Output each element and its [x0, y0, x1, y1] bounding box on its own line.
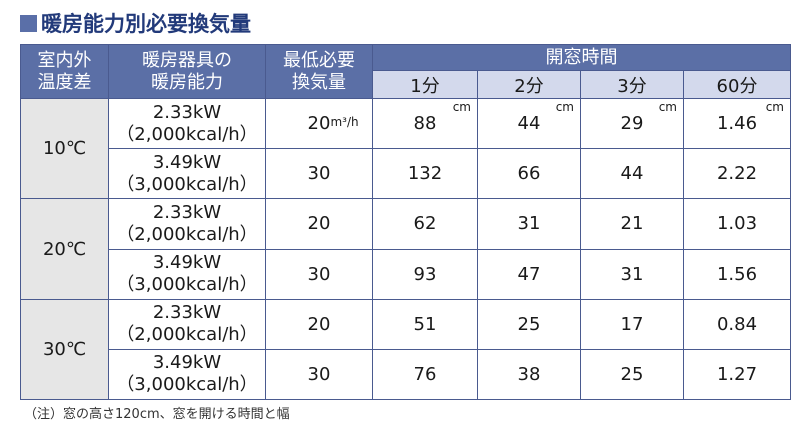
value-cell: 93: [372, 248, 478, 300]
value-cell: 44: [580, 148, 684, 200]
temp-diff-cell: 20℃: [20, 198, 109, 300]
header-heater-capacity-line2: 暖房能力: [151, 71, 223, 93]
value-cell: 25: [477, 298, 581, 350]
value-cell: 2.22: [683, 148, 791, 200]
value-cell: 31: [580, 248, 684, 300]
capacity-cell: 2.33kW （2,000kcal/h）: [108, 98, 266, 150]
vent-cell: 20: [265, 198, 373, 250]
table-row: 3.49kW （3,000kcal/h） 30 76 38 25 1.27: [21, 348, 791, 401]
table-row: 30℃ 2.33kW （2,000kcal/h） 20 51 25 17 0.8…: [20, 298, 791, 401]
capacity-cell: 2.33kW （2,000kcal/h）: [108, 198, 266, 250]
vent-value: 20: [307, 113, 331, 135]
capacity-kw: 2.33kW: [152, 302, 222, 324]
header-duration: 1分: [372, 70, 478, 100]
vent-cell: 30: [265, 148, 373, 200]
value-cell: 76: [372, 348, 478, 401]
table-row: 3.49kW （3,000kcal/h） 30 132 66 44 2.22: [21, 148, 791, 200]
capacity-kcal: （3,000kcal/h）: [116, 274, 258, 296]
value-cell: 1.27: [683, 348, 791, 401]
header-duration: 3分: [580, 70, 684, 100]
value-cell: 17: [580, 298, 684, 350]
capacity-kcal: （3,000kcal/h）: [116, 374, 258, 396]
capacity-kw: 3.49kW: [152, 252, 222, 274]
value-cell: 44 cm: [477, 98, 581, 150]
capacity-cell: 3.49kW （3,000kcal/h）: [108, 148, 266, 200]
title-square-icon: [20, 14, 37, 32]
title-row: 暖房能力別必要換気量: [20, 8, 251, 38]
capacity-kw: 3.49kW: [152, 352, 222, 374]
header-temp-diff-line1: 室内外: [37, 49, 92, 71]
capacity-kcal: （2,000kcal/h）: [116, 123, 258, 145]
table-row: 3.49kW （3,000kcal/h） 30 93 47 31 1.56: [21, 248, 791, 300]
ventilation-table: 室内外 温度差 暖房器具の 暖房能力 最低必要 換気量 開窓時間 1分 2分 3…: [20, 43, 791, 401]
value-cell: 1.03: [683, 198, 791, 250]
length-unit: cm: [658, 100, 677, 115]
temp-diff-cell: 30℃: [20, 298, 109, 401]
table-row: 20℃ 2.33kW （2,000kcal/h） 20 62 31 21 1.0…: [20, 198, 791, 300]
length-unit: cm: [555, 100, 574, 115]
value-text: 88: [413, 113, 437, 135]
header-heater-capacity: 暖房器具の 暖房能力: [108, 43, 266, 100]
header-temp-diff: 室内外 温度差: [20, 43, 109, 100]
length-unit: cm: [452, 100, 471, 115]
value-cell: 62: [372, 198, 478, 250]
value-cell: 1.56: [683, 248, 791, 300]
value-cell: 1.46 cm: [683, 98, 791, 150]
capacity-kcal: （2,000kcal/h）: [116, 324, 258, 346]
value-cell: 21: [580, 198, 684, 250]
vent-cell: 30: [265, 248, 373, 300]
value-cell: 88 cm: [372, 98, 478, 150]
header-temp-diff-line2: 温度差: [37, 71, 92, 93]
value-cell: 29 cm: [580, 98, 684, 150]
vent-cell: 20 m³/h: [265, 98, 373, 150]
vent-cell: 20: [265, 298, 373, 350]
value-cell: 25: [580, 348, 684, 401]
header-min-ventilation-line2: 換気量: [292, 71, 346, 93]
capacity-kcal: （2,000kcal/h）: [116, 223, 258, 245]
table-row: 10℃ 2.33kW （2,000kcal/h） 20 m³/h 88 cm 44 c…: [20, 98, 791, 200]
value-cell: 47: [477, 248, 581, 300]
flow-unit: m³/h: [330, 115, 359, 130]
length-unit: cm: [765, 100, 784, 115]
header-duration: 60分: [683, 70, 791, 100]
value-text: 44: [517, 113, 541, 135]
value-cell: 31: [477, 198, 581, 250]
value-cell: 38: [477, 348, 581, 401]
capacity-cell: 3.49kW （3,000kcal/h）: [108, 248, 266, 300]
capacity-kw: 3.49kW: [152, 151, 222, 173]
header-duration: 2分: [477, 70, 581, 100]
capacity-kw: 2.33kW: [152, 101, 222, 123]
capacity-kcal: （3,000kcal/h）: [116, 173, 258, 195]
header-min-ventilation-line1: 最低必要: [283, 49, 355, 71]
capacity-kw: 2.33kW: [152, 201, 222, 223]
value-cell: 132: [372, 148, 478, 200]
value-cell: 51: [372, 298, 478, 350]
page-title: 暖房能力別必要換気量: [41, 12, 251, 36]
value-cell: 66: [477, 148, 581, 200]
capacity-cell: 2.33kW （2,000kcal/h）: [108, 298, 266, 350]
value-text: 29: [620, 113, 644, 135]
vent-cell: 30: [265, 348, 373, 401]
capacity-cell: 3.49kW （3,000kcal/h）: [108, 348, 266, 401]
footnote: （注）窓の高さ120cm、窓を開ける時間と幅: [24, 407, 290, 422]
value-cell: 0.84: [683, 298, 791, 350]
header-min-ventilation: 最低必要 換気量: [265, 43, 373, 100]
temp-diff-cell: 10℃: [20, 98, 109, 200]
header-window-time: 開窓時間: [372, 43, 791, 72]
value-text: 1.46: [716, 113, 758, 135]
header-heater-capacity-line1: 暖房器具の: [142, 49, 232, 71]
